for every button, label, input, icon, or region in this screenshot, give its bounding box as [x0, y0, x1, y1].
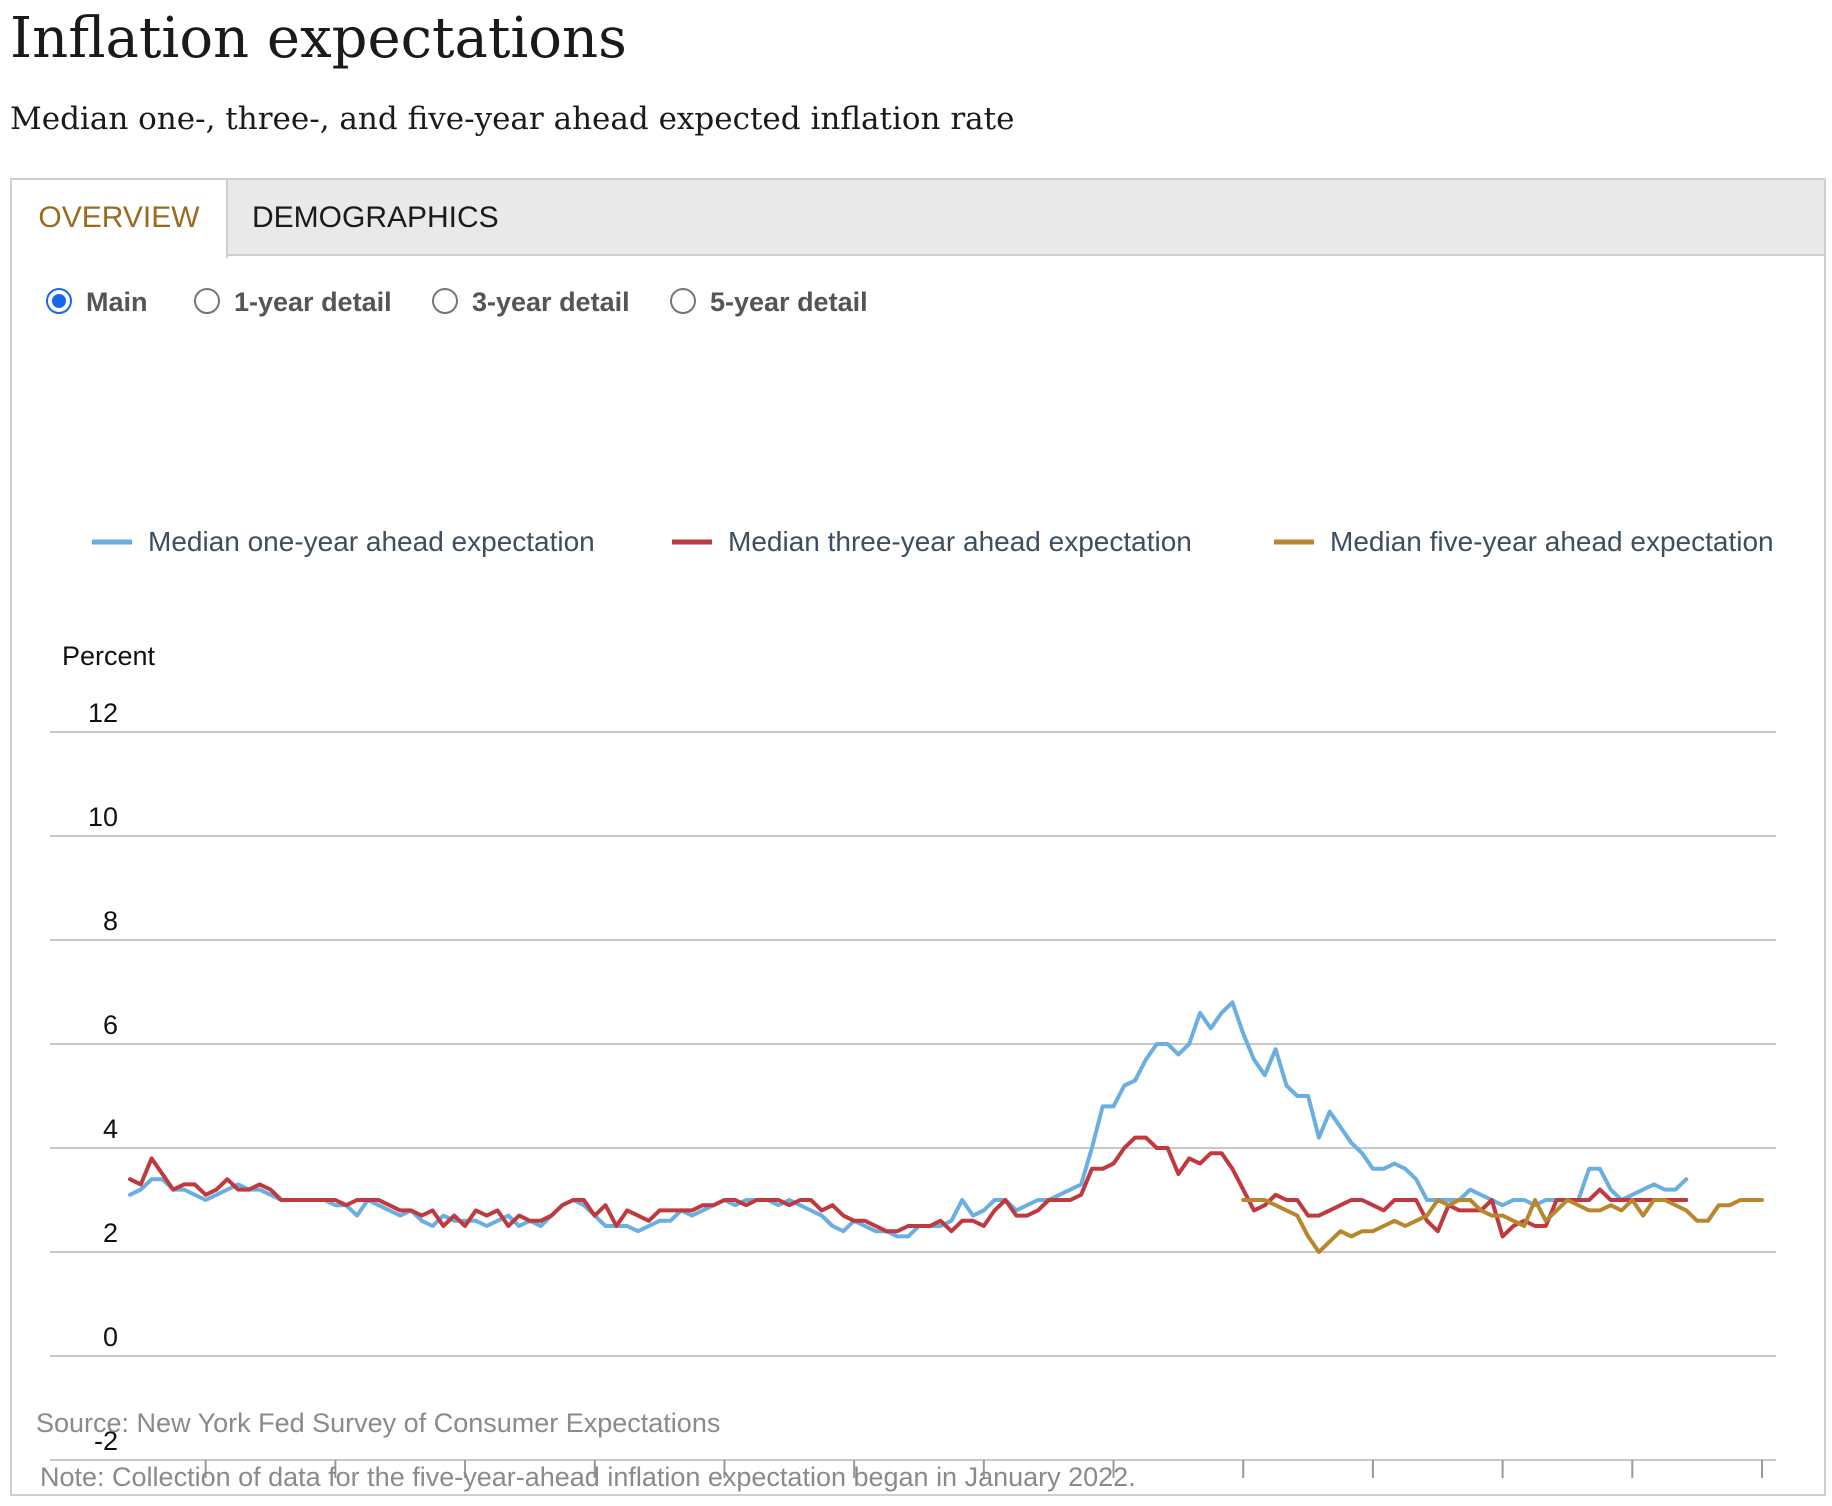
- radio-unchecked-icon: [432, 288, 458, 314]
- radio-checked-icon: [46, 288, 72, 314]
- y-tick-label: 8: [103, 906, 118, 936]
- radio-unchecked-icon: [194, 288, 220, 314]
- y-tick-label: 10: [88, 802, 118, 832]
- y-tick-label: -2: [94, 1426, 118, 1456]
- tab-overview[interactable]: OVERVIEW: [12, 180, 228, 258]
- series-line-2[interactable]: [128, 1135, 1689, 1239]
- y-tick-label: 0: [103, 1322, 118, 1352]
- series-lines: [128, 1000, 1764, 1254]
- source-note: Source: New York Fed Survey of Consumer …: [36, 1408, 721, 1438]
- footnote: Note: Collection of data for the five-ye…: [40, 1462, 1136, 1492]
- radio-label: 1-year detail: [234, 287, 392, 317]
- radio-unchecked-icon: [670, 288, 696, 314]
- y-tick-label: 4: [103, 1114, 118, 1144]
- y-axis-label: Percent: [62, 641, 156, 671]
- chart-panel: OVERVIEW DEMOGRAPHICS Main 1-year detail…: [10, 178, 1826, 1496]
- chart-legend: Median one-year ahead expectation Median …: [92, 526, 1774, 557]
- tab-demographics[interactable]: DEMOGRAPHICS: [252, 201, 499, 234]
- radio-label: Main: [86, 287, 148, 317]
- legend-label-2[interactable]: Median three-year ahead expectation: [728, 526, 1192, 557]
- tab-bar: OVERVIEW DEMOGRAPHICS: [12, 180, 1824, 258]
- y-tick-label: 2: [103, 1218, 118, 1248]
- series-line-1[interactable]: [128, 1000, 1689, 1239]
- legend-label-3[interactable]: Median five-year ahead expectation: [1330, 526, 1774, 557]
- y-axis-ticks: -2 0 2 4 6 8 10 12: [88, 698, 118, 1456]
- y-tick-label: 12: [88, 698, 118, 728]
- legend-label-1[interactable]: Median one-year ahead expectation: [148, 526, 595, 557]
- page-title: Inflation expectations: [10, 6, 627, 71]
- y-tick-label: 6: [103, 1010, 118, 1040]
- radio-label: 5-year detail: [710, 287, 868, 317]
- x-axis: 2014201520162017201820192020202120222023…: [204, 1460, 1763, 1478]
- radio-label: 3-year detail: [472, 287, 630, 317]
- line-chart: Median one-year ahead expectation Median …: [50, 526, 1776, 1478]
- gridlines: [50, 731, 1776, 1461]
- series-line-3[interactable]: [1241, 1198, 1764, 1254]
- page-subtitle: Median one-, three-, and five-year ahead…: [10, 101, 1015, 137]
